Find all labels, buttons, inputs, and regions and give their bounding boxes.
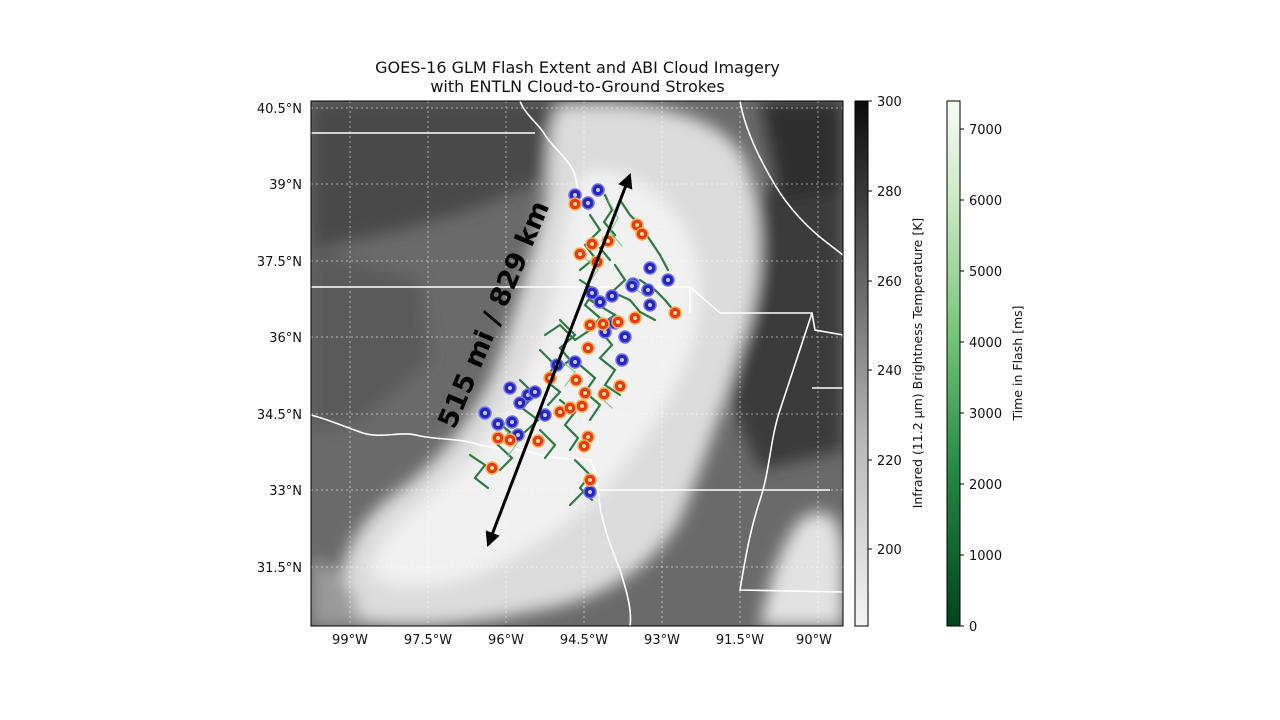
time-tick-label: 3000 (969, 407, 1002, 422)
positive-cg-stroke-marker (563, 401, 577, 415)
negative-cg-stroke-marker (513, 396, 527, 410)
lon-label: 99°W (332, 633, 368, 648)
lat-label: 39°N (269, 178, 302, 193)
positive-cg-stroke-marker (628, 311, 642, 325)
negative-cg-stroke-marker (661, 273, 675, 287)
time-tick-label: 1000 (969, 549, 1002, 564)
lon-label: 91.5°W (716, 633, 764, 648)
state-borders (311, 101, 843, 626)
positive-cg-stroke-marker (613, 379, 627, 393)
negative-cg-stroke-marker (643, 261, 657, 275)
positive-cg-stroke-marker (575, 399, 589, 413)
positive-cg-stroke-marker (531, 434, 545, 448)
positive-cg-stroke-marker (635, 227, 649, 241)
time-tick-label: 6000 (969, 194, 1002, 209)
time-tick-label: 7000 (969, 123, 1002, 138)
positive-cg-stroke-marker (568, 197, 582, 211)
longitude-labels: 99°W 97.5°W 96°W 94.5°W 93°W 91.5°W 90°W (332, 633, 832, 648)
latitude-labels: 40.5°N 39°N 37.5°N 36°N 34.5°N 33°N 31.5… (257, 102, 302, 576)
ir-colorbar-label: Infrared (11.2 μm) Brightness Temperatur… (910, 218, 925, 509)
positive-cg-stroke-marker (503, 433, 517, 447)
ir-colorbar: 300 280 260 240 220 200 Infrared (11.2 μ… (854, 95, 925, 627)
time-colorbar-gradient (946, 100, 961, 627)
distance-arrow (485, 172, 633, 548)
negative-cg-stroke-marker (615, 353, 629, 367)
lon-label: 96°W (488, 633, 524, 648)
ir-colorbar-gradient (854, 100, 869, 627)
positive-cg-stroke-marker (597, 387, 611, 401)
map-panel: 515 mi / 829 km (311, 101, 843, 626)
lon-label: 90°W (796, 633, 832, 648)
chart-title-line-1: GOES-16 GLM Flash Extent and ABI Cloud I… (375, 58, 780, 77)
positive-cg-stroke-marker (578, 386, 592, 400)
lon-label: 94.5°W (560, 633, 608, 648)
positive-cg-stroke-marker (596, 317, 610, 331)
negative-cg-stroke-marker (618, 330, 632, 344)
lat-label: 33°N (269, 484, 302, 499)
lat-label: 31.5°N (257, 561, 302, 576)
chart-title-line-2: with ENTLN Cloud-to-Ground Strokes (430, 77, 725, 96)
time-tick-label: 4000 (969, 336, 1002, 351)
map-frame (310, 100, 844, 627)
lat-label: 34.5°N (257, 408, 302, 423)
negative-cg-stroke-marker (528, 385, 542, 399)
positive-cg-stroke-marker (583, 318, 597, 332)
negative-cg-stroke-marker (591, 183, 605, 197)
positive-cg-stroke-marker (611, 315, 625, 329)
time-colorbar-label: Time in Flash [ms] (1010, 305, 1025, 421)
lat-label: 37.5°N (257, 255, 302, 270)
negative-cg-stroke-marker (568, 355, 582, 369)
lat-label: 40.5°N (257, 102, 302, 117)
negative-cg-stroke-marker (641, 283, 655, 297)
lon-label: 93°W (644, 633, 680, 648)
ir-tick-label: 300 (877, 95, 902, 110)
ir-tick-label: 280 (877, 185, 902, 200)
negative-cg-stroke-marker (625, 279, 639, 293)
ir-tick-label: 240 (877, 364, 902, 379)
negative-cg-stroke-marker (583, 485, 597, 499)
negative-cg-stroke-marker (478, 406, 492, 420)
lat-label: 36°N (269, 331, 302, 346)
positive-cg-stroke-marker (485, 461, 499, 475)
ir-tick-label: 200 (877, 543, 902, 558)
positive-cg-stroke-marker (668, 306, 682, 320)
negative-cg-stroke-marker (643, 298, 657, 312)
time-tick-label: 5000 (969, 265, 1002, 280)
time-tick-label: 2000 (969, 478, 1002, 493)
ir-tick-label: 260 (877, 275, 902, 290)
lon-label: 97.5°W (404, 633, 452, 648)
positive-cg-stroke-marker (577, 439, 591, 453)
positive-cg-stroke-marker (569, 373, 583, 387)
time-colorbar: 7000 6000 5000 4000 3000 2000 1000 0 Tim… (946, 100, 1025, 635)
positive-cg-stroke-marker (573, 247, 587, 261)
negative-cg-stroke-marker (593, 295, 607, 309)
positive-cg-stroke-marker (585, 237, 599, 251)
negative-cg-stroke-marker (491, 417, 505, 431)
positive-cg-stroke-marker (491, 431, 505, 445)
negative-cg-stroke-marker (581, 196, 595, 210)
negative-cg-stroke-marker (505, 415, 519, 429)
negative-cg-stroke-marker (503, 381, 517, 395)
negative-cg-stroke-marker (605, 289, 619, 303)
positive-cg-stroke-marker (581, 341, 595, 355)
ir-tick-label: 220 (877, 454, 902, 469)
time-tick-label: 0 (969, 620, 977, 635)
positive-cg-stroke-marker (583, 473, 597, 487)
